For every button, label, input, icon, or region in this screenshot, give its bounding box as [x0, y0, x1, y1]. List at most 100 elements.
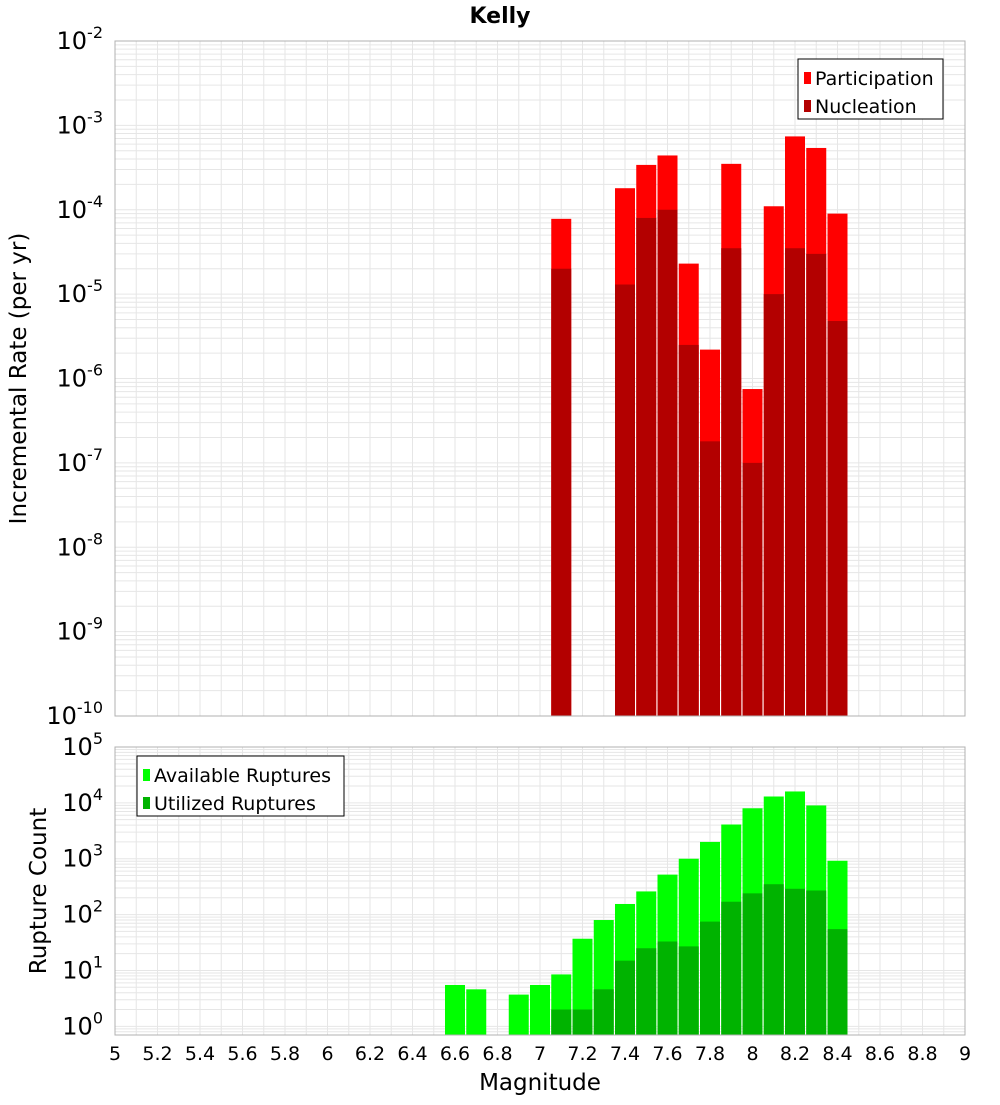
nucleation-bar — [615, 284, 635, 716]
nucleation-bar — [678, 344, 699, 716]
y-tick-exponent: 0 — [93, 1008, 103, 1027]
y-tick-exponent: -7 — [87, 445, 103, 464]
y-tick-label: 103 — [62, 841, 103, 873]
y-tick-base: 10 — [57, 196, 88, 224]
utilized-ruptures-bar — [721, 901, 742, 1035]
y-tick-label: 100 — [62, 1008, 103, 1040]
utilized-ruptures-bar — [551, 1009, 572, 1035]
y-tick-base: 10 — [62, 733, 93, 761]
y-tick-label: 10-5 — [57, 276, 104, 308]
utilized-ruptures-bar — [700, 921, 720, 1035]
nucleation-bar — [636, 217, 657, 716]
x-axis-label: Magnitude — [479, 1070, 601, 1096]
x-tick-label: 9 — [959, 1043, 971, 1065]
x-tick-label: 5 — [109, 1043, 121, 1065]
legend-swatch — [804, 72, 811, 84]
y-tick-exponent: 5 — [93, 729, 103, 748]
bars-count — [445, 791, 848, 1035]
x-tick-label: 8 — [746, 1043, 758, 1065]
nucleation-bar — [657, 209, 678, 716]
y-tick-exponent: -10 — [77, 698, 103, 717]
nucleation-bar — [827, 321, 848, 716]
legend-count: Available Ruptures Utilized Ruptures — [136, 755, 345, 817]
x-tick-label: 6.8 — [482, 1043, 512, 1065]
legend-box — [797, 58, 944, 120]
y-tick-exponent: -3 — [87, 107, 103, 126]
available-ruptures-bar — [445, 984, 465, 1035]
y-tick-base: 10 — [57, 365, 88, 393]
y-tick-label: 10-2 — [57, 23, 104, 55]
legend-label: Available Ruptures — [154, 765, 331, 787]
x-tick-label: 8.4 — [822, 1043, 852, 1065]
nucleation-bar — [742, 462, 763, 716]
y-tick-label: 10-4 — [57, 192, 104, 224]
legend-label: Utilized Ruptures — [154, 793, 316, 815]
x-tick-label: 5.4 — [185, 1043, 215, 1065]
x-tick-label: 7.2 — [567, 1043, 597, 1065]
x-tick-label: 7.8 — [695, 1043, 725, 1065]
utilized-ruptures-bar — [806, 890, 827, 1035]
nucleation-bar — [806, 253, 827, 716]
available-ruptures-bar — [530, 984, 550, 1035]
x-tick-label: 6 — [321, 1043, 333, 1065]
utilized-ruptures-bar — [827, 929, 848, 1035]
y-tick-base: 10 — [62, 956, 93, 984]
y-tick-exponent: 1 — [93, 952, 103, 971]
y-tick-base: 10 — [57, 27, 88, 55]
y-tick-label: 10-10 — [46, 698, 103, 730]
y-tick-base: 10 — [62, 789, 93, 817]
nucleation-bar — [763, 294, 784, 716]
available-ruptures-bar — [508, 994, 529, 1035]
x-tick-label: 8.2 — [780, 1043, 810, 1065]
nucleation-bar — [721, 248, 742, 717]
y-tick-exponent: 2 — [93, 897, 103, 916]
y-tick-label: 10-7 — [57, 445, 104, 477]
x-tick-label: 6.6 — [440, 1043, 470, 1065]
x-tick-label: 6.4 — [397, 1043, 427, 1065]
utilized-ruptures-bar — [763, 884, 784, 1035]
legend-label: Participation — [815, 68, 934, 90]
y-tick-label: 10-8 — [57, 529, 104, 561]
y-tick-base: 10 — [57, 618, 88, 646]
utilized-ruptures-bar — [615, 960, 635, 1035]
y-tick-base: 10 — [62, 901, 93, 929]
utilized-ruptures-bar — [742, 893, 763, 1035]
x-tick-label: 7.6 — [652, 1043, 682, 1065]
utilized-ruptures-bar — [785, 888, 805, 1035]
legend-box — [136, 755, 345, 817]
x-tick-label: 8.6 — [865, 1043, 895, 1065]
x-tick-label: 5.6 — [227, 1043, 257, 1065]
y-tick-exponent: -6 — [87, 361, 103, 380]
y-tick-base: 10 — [57, 280, 88, 308]
y-tick-exponent: -8 — [87, 529, 103, 548]
y-tick-label: 101 — [62, 952, 103, 984]
y-tick-label: 104 — [62, 785, 103, 817]
x-tick-label: 5.2 — [142, 1043, 172, 1065]
y-tick-label: 10-6 — [57, 361, 104, 393]
y-tick-exponent: -2 — [87, 23, 103, 42]
utilized-ruptures-bar — [657, 941, 678, 1035]
x-tick-label: 8.8 — [907, 1043, 937, 1065]
y-tick-label: 102 — [62, 897, 103, 929]
legend-swatch — [804, 100, 811, 112]
y-tick-exponent: -9 — [87, 614, 103, 633]
y-tick-label: 10-9 — [57, 614, 104, 646]
legend-label: Nucleation — [815, 96, 917, 118]
utilized-ruptures-bar — [678, 946, 699, 1035]
legend-swatch — [143, 797, 150, 809]
plot-frame-count — [114, 746, 966, 1036]
x-tick-label: 5.8 — [270, 1043, 300, 1065]
x-tick-label: 7 — [534, 1043, 546, 1065]
utilized-ruptures-bar — [572, 1009, 593, 1035]
plot-frame-rate — [114, 40, 966, 717]
y-tick-base: 10 — [46, 702, 77, 730]
utilized-ruptures-bar — [636, 948, 657, 1035]
available-ruptures-bar — [466, 989, 487, 1035]
y-tick-base: 10 — [62, 845, 93, 873]
y-tick-exponent: 4 — [93, 785, 103, 804]
x-tick-label: 7.4 — [610, 1043, 640, 1065]
y-tick-exponent: -4 — [87, 192, 103, 211]
y-tick-base: 10 — [57, 449, 88, 477]
